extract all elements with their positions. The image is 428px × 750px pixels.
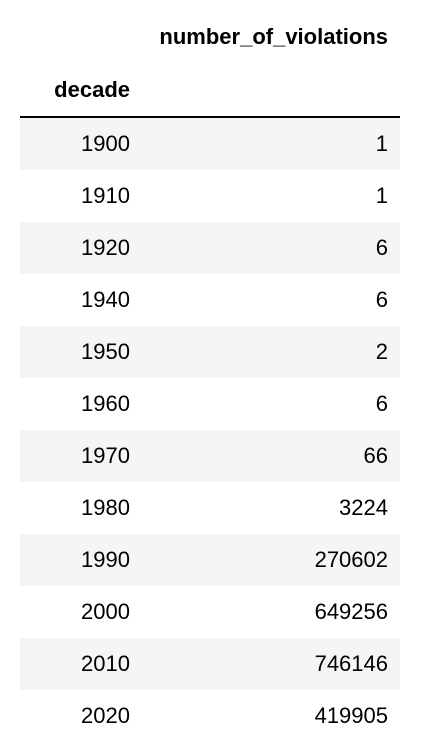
violations-by-decade-table: number_of_violations decade 1900 1 1910 … [20, 10, 400, 742]
column-header-row: number_of_violations [20, 10, 400, 62]
cell-number-of-violations: 1 [375, 131, 388, 156]
row-index-decade: 1990 [81, 547, 130, 572]
row-index-decade: 1980 [81, 495, 130, 520]
table-body: 1900 1 1910 1 1920 6 1940 6 1950 2 1960 … [20, 117, 400, 742]
row-index-decade: 2010 [81, 651, 130, 676]
table-row: 1910 1 [20, 170, 400, 222]
table-row: 1990 270602 [20, 534, 400, 586]
row-index-decade: 1970 [81, 443, 130, 468]
row-index-decade: 2020 [81, 703, 130, 728]
table-row: 1960 6 [20, 378, 400, 430]
table-row: 1970 66 [20, 430, 400, 482]
cell-number-of-violations: 649256 [314, 599, 388, 624]
row-index-decade: 1950 [81, 339, 130, 364]
table-row: 1900 1 [20, 117, 400, 170]
table-row: 2020 419905 [20, 690, 400, 742]
table-row: 1940 6 [20, 274, 400, 326]
table-row: 2010 746146 [20, 638, 400, 690]
index-name-row: decade [20, 62, 400, 117]
row-index-decade: 1960 [81, 391, 130, 416]
cell-number-of-violations: 746146 [314, 651, 388, 676]
table-header: number_of_violations decade [20, 10, 400, 117]
index-name-decade: decade [54, 76, 130, 102]
row-index-decade: 1900 [81, 131, 130, 156]
cell-number-of-violations: 270602 [314, 547, 388, 572]
cell-number-of-violations: 6 [375, 287, 388, 312]
cell-number-of-violations: 66 [363, 443, 388, 468]
cell-number-of-violations: 6 [375, 391, 388, 416]
row-index-decade: 1940 [81, 287, 130, 312]
table-row: 1980 3224 [20, 482, 400, 534]
column-header-number-of-violations: number_of_violations [159, 23, 388, 49]
cell-number-of-violations: 2 [375, 339, 388, 364]
cell-number-of-violations: 3224 [339, 495, 388, 520]
row-index-decade: 1910 [81, 183, 130, 208]
index-name-blank-cell [142, 62, 400, 117]
cell-number-of-violations: 1 [375, 183, 388, 208]
table-row: 2000 649256 [20, 586, 400, 638]
cell-number-of-violations: 419905 [314, 703, 388, 728]
row-index-decade: 2000 [81, 599, 130, 624]
table-row: 1950 2 [20, 326, 400, 378]
header-blank-cell [20, 10, 142, 62]
cell-number-of-violations: 6 [375, 235, 388, 260]
table-row: 1920 6 [20, 222, 400, 274]
row-index-decade: 1920 [81, 235, 130, 260]
